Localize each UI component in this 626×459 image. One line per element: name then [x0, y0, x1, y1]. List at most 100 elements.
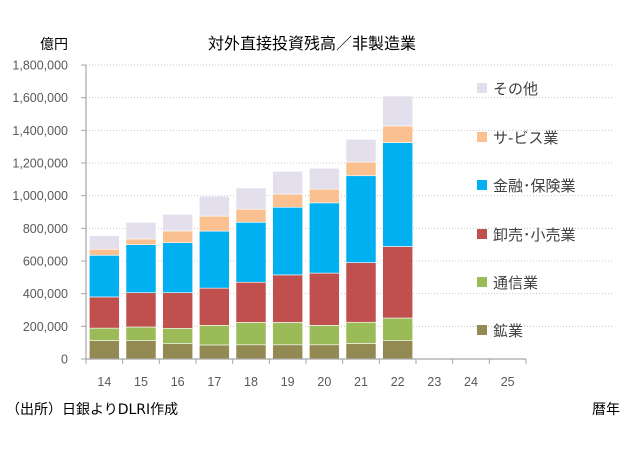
bar-segment — [162, 242, 193, 293]
bar-segment — [345, 343, 377, 360]
bar-segment — [235, 187, 267, 210]
bar-segment — [382, 340, 413, 360]
x-tick-label: 14 — [97, 375, 111, 389]
x-tick-label: 15 — [134, 375, 148, 389]
bar-segment — [272, 171, 303, 195]
y-tick-label: 1,000,000 — [12, 189, 68, 203]
x-tick-label: 21 — [354, 375, 368, 389]
x-tick-label: 23 — [427, 375, 441, 389]
bar-segment — [272, 274, 303, 323]
bar-segment — [199, 287, 230, 326]
x-tick-label: 20 — [317, 375, 331, 389]
y-tick-label: 1,400,000 — [12, 124, 68, 138]
bar-segment — [272, 193, 303, 208]
bar-segment — [89, 296, 120, 329]
bar-segment — [199, 325, 230, 346]
x-tick-label: 24 — [464, 375, 478, 389]
bars — [89, 95, 413, 360]
y-axis-unit: 億円 — [40, 37, 68, 53]
legend-item: 卸売･小売業 — [477, 226, 576, 244]
bar-segment — [345, 175, 377, 263]
bar-segment — [125, 292, 157, 328]
bar-segment — [345, 262, 377, 323]
legend-label: 鉱業 — [493, 322, 523, 340]
bar-segment — [162, 213, 193, 232]
legend-item: サ-ビス業 — [477, 129, 558, 147]
bar-segment — [272, 344, 303, 360]
legend-swatch — [477, 277, 487, 287]
bar-segment — [125, 238, 157, 245]
bar-segment — [272, 206, 303, 276]
y-tick-label: 600,000 — [23, 255, 68, 269]
bar-segment — [125, 340, 157, 360]
bar-segment — [308, 202, 340, 274]
y-axis-ticks: 0 200,000 400,000 600,000 800,000 1,000,000 1,… — [12, 59, 86, 367]
bar-segment — [345, 139, 377, 163]
bar-segment — [345, 161, 377, 177]
bar-segment — [89, 235, 120, 250]
x-axis-ticks: 14 15 16 17 18 19 20 21 22 23 24 25 — [85, 359, 527, 389]
bar-segment — [199, 230, 230, 289]
bar-segment — [382, 125, 413, 143]
bar-segment — [89, 254, 120, 298]
bar-segment — [125, 326, 157, 342]
bar-segment — [162, 230, 193, 244]
x-tick-label: 25 — [501, 375, 515, 389]
legend-swatch — [477, 180, 487, 190]
bar-segment — [199, 215, 230, 232]
x-tick-label: 17 — [207, 375, 221, 389]
bar-segment — [308, 344, 340, 360]
bar-segment — [308, 272, 340, 326]
legend-item: 金融･保険業 — [477, 177, 576, 195]
bar-segment — [345, 321, 377, 344]
legend-label: 卸売･小売業 — [493, 226, 576, 244]
bar-segment — [272, 322, 303, 346]
bar-segment — [308, 188, 340, 204]
legend-swatch — [477, 83, 487, 93]
y-tick-label: 200,000 — [23, 320, 68, 334]
bar-segment — [382, 317, 413, 342]
legend-swatch — [477, 132, 487, 142]
y-tick-label: 1,600,000 — [12, 91, 68, 105]
bar-segment — [235, 221, 267, 283]
legend-swatch — [477, 325, 487, 335]
legend-item: 鉱業 — [477, 322, 523, 340]
y-tick-label: 400,000 — [23, 287, 68, 301]
bar-segment — [382, 95, 413, 127]
x-axis-title: 暦年 — [592, 402, 620, 418]
bar-segment — [162, 343, 193, 360]
x-tick-label: 18 — [244, 375, 258, 389]
bar-segment — [235, 322, 267, 346]
legend-item: その他 — [477, 80, 538, 98]
legend-swatch — [477, 229, 487, 239]
source-note: （出所）日銀よりDLRI作成 — [6, 402, 178, 418]
bar-segment — [89, 327, 120, 341]
y-tick-label: 1,200,000 — [12, 157, 68, 171]
bar-segment — [89, 248, 120, 256]
bar-segment — [235, 208, 267, 223]
bar-segment — [162, 292, 193, 329]
y-tick-label: 0 — [61, 353, 68, 367]
x-tick-label: 19 — [281, 375, 295, 389]
bar-segment — [199, 344, 230, 360]
bar-segment — [235, 344, 267, 360]
legend-label: その他 — [493, 80, 538, 98]
bar-segment — [125, 244, 157, 293]
chart-title: 対外直接投資残高／非製造業 — [208, 34, 416, 53]
bar-segment — [125, 221, 157, 240]
legend-item: 通信業 — [477, 274, 538, 292]
y-tick-label: 1,800,000 — [12, 59, 68, 73]
x-tick-label: 16 — [171, 375, 185, 389]
y-tick-label: 800,000 — [23, 222, 68, 236]
bar-segment — [308, 325, 340, 346]
bar-segment — [382, 246, 413, 319]
bar-segment — [199, 195, 230, 217]
legend-label: 金融･保険業 — [493, 177, 576, 195]
bar-segment — [235, 281, 267, 323]
bar-segment — [89, 340, 120, 360]
bar-segment — [162, 327, 193, 344]
legend-label: サ-ビス業 — [493, 129, 558, 147]
x-tick-label: 22 — [391, 375, 405, 389]
